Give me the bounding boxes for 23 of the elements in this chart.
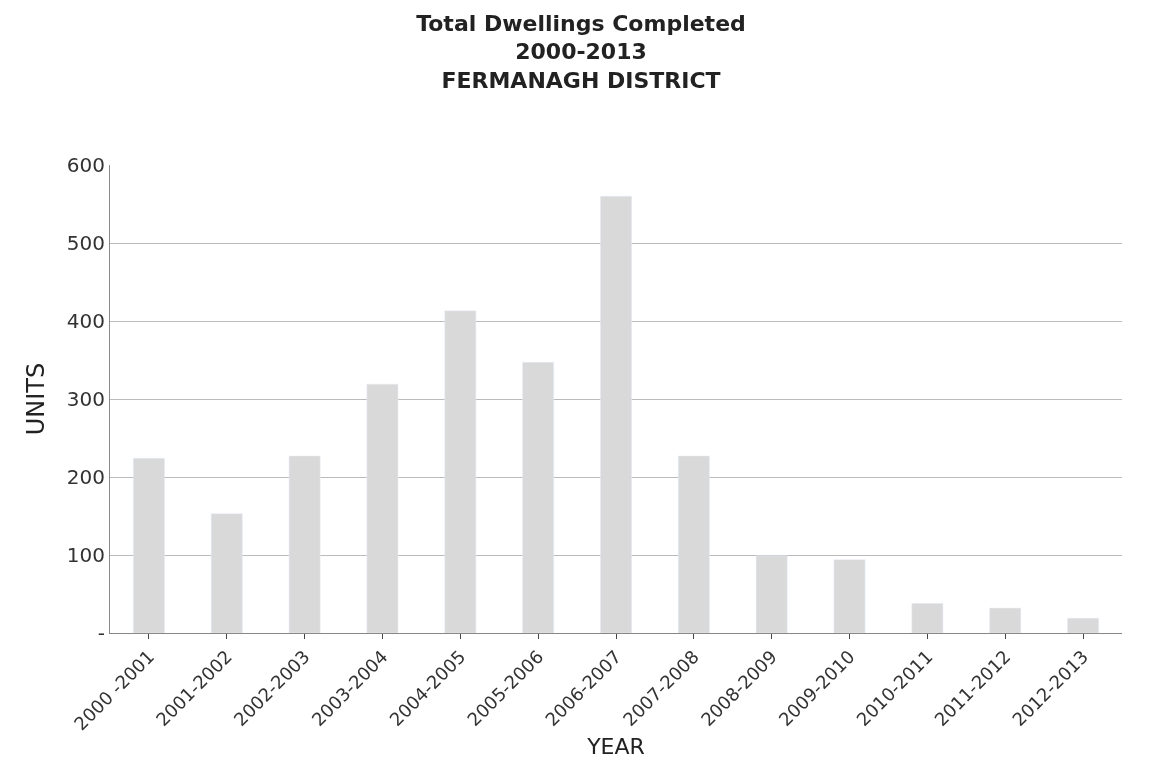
y-tick-label: - <box>97 621 105 645</box>
bar <box>600 195 632 633</box>
bar <box>911 603 944 633</box>
y-tick-label: 200 <box>66 465 105 489</box>
y-axis-title: UNITS <box>21 362 50 436</box>
bar <box>288 455 321 633</box>
x-axis-title: YEAR <box>586 734 645 760</box>
bar <box>678 455 710 633</box>
bar <box>1067 617 1099 633</box>
bar <box>133 458 165 633</box>
bar <box>989 607 1022 633</box>
bar <box>366 383 399 633</box>
bar <box>833 559 866 633</box>
y-tick-label: 600 <box>66 153 105 177</box>
bar <box>522 362 554 633</box>
bar <box>444 310 477 633</box>
chart-title: Total Dwellings Completed 2000-2013 FERMANAGH DISTRICT <box>416 10 746 93</box>
y-tick-label: 100 <box>66 543 105 567</box>
bar <box>210 513 243 633</box>
y-tick-label: 500 <box>66 231 105 255</box>
y-tick-label: 400 <box>66 309 105 333</box>
y-tick-label: 300 <box>66 387 105 411</box>
bar <box>755 555 788 633</box>
